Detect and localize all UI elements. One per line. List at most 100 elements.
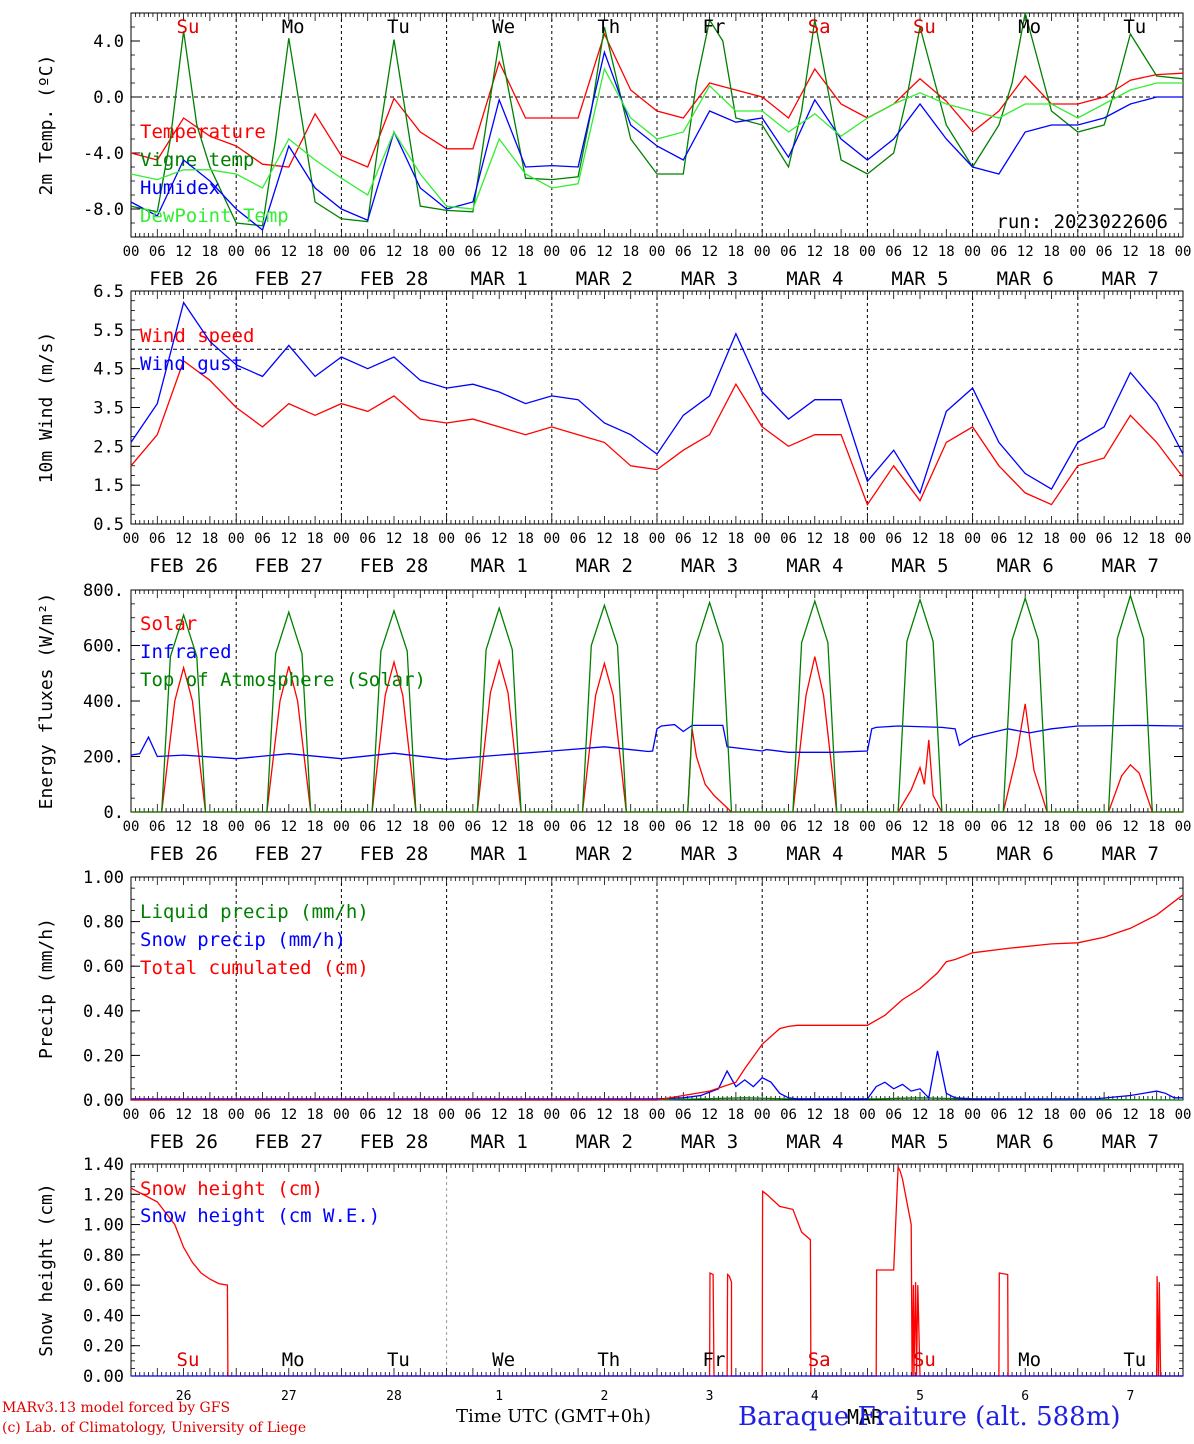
day-number-label: 3 [706, 1389, 714, 1404]
hour-tick-label: 18 [1148, 1107, 1165, 1123]
hour-tick-label: 18 [517, 1107, 534, 1123]
hour-tick-label: 12 [280, 244, 297, 260]
hour-tick-label: 06 [675, 244, 692, 260]
date-label: FEB 26 [149, 1131, 218, 1153]
hour-tick-label: 06 [1096, 244, 1113, 260]
hour-tick-label: 12 [175, 1107, 192, 1123]
date-label: MAR 3 [681, 1131, 738, 1153]
hour-tick-label: 06 [149, 531, 166, 547]
day-number-label: 4 [811, 1389, 819, 1404]
y-tick-label: 0.5 [93, 515, 124, 535]
day-number-label: 26 [176, 1389, 192, 1404]
legend-entry: Top of Atmosphere (Solar) [140, 669, 426, 691]
hour-tick-label: 00 [228, 819, 245, 835]
hour-tick-label: 12 [912, 1107, 929, 1123]
hour-tick-label: 00 [859, 244, 876, 260]
hour-tick-label: 12 [175, 531, 192, 547]
day-of-week-label: Tu [1123, 16, 1146, 38]
run-label: run: 2023022606 [996, 211, 1168, 233]
hour-tick-label: 12 [912, 244, 929, 260]
hour-tick-label: 06 [149, 1107, 166, 1123]
hour-tick-label: 06 [780, 531, 797, 547]
series-line-top-of-atmosphere-solar- [131, 593, 1183, 813]
hour-tick-label: 06 [990, 819, 1007, 835]
date-label: MAR 7 [1102, 268, 1159, 290]
hour-tick-label: 00 [1069, 1107, 1086, 1123]
day-number-label: 28 [386, 1389, 402, 1404]
day-of-week-label: Mo [1018, 1349, 1041, 1371]
hour-tick-label: 00 [964, 819, 981, 835]
y-tick-label: -4.0 [83, 144, 124, 164]
y-tick-label: 0.40 [83, 1002, 124, 1022]
day-of-week-label: Tu [387, 16, 410, 38]
hour-tick-label: 06 [675, 1107, 692, 1123]
series-line-wind-gust [130, 301, 1184, 495]
hour-tick-label: 12 [806, 819, 823, 835]
hour-tick-label: 18 [833, 244, 850, 260]
hour-tick-label: 12 [386, 1107, 403, 1123]
legend-entry: DewPoint Temp [140, 205, 289, 227]
hour-tick-label: 12 [596, 244, 613, 260]
hour-tick-label: 00 [438, 1107, 455, 1123]
hour-tick-label: 12 [175, 244, 192, 260]
hour-tick-label: 00 [438, 244, 455, 260]
day-of-week-label: Tu [387, 1349, 410, 1371]
date-label: MAR 6 [997, 1131, 1054, 1153]
hour-tick-label: 18 [1043, 1107, 1060, 1123]
hour-tick-label: 06 [254, 1107, 271, 1123]
date-label: FEB 28 [360, 843, 429, 865]
hour-tick-label: 00 [754, 244, 771, 260]
hour-tick-label: 00 [543, 531, 560, 547]
hour-tick-label: 18 [517, 819, 534, 835]
date-label: MAR 4 [786, 1131, 843, 1153]
y-tick-label: 2.5 [93, 437, 124, 457]
hour-tick-label: 18 [938, 531, 955, 547]
day-of-week-label: Sa [808, 1349, 831, 1371]
y-tick-label: 0.0 [93, 88, 124, 108]
series-line-humidex [130, 49, 1183, 232]
hour-tick-label: 12 [1122, 1107, 1139, 1123]
y-tick-label: 3.5 [93, 399, 124, 419]
day-number-label: 2 [600, 1389, 608, 1404]
y-tick-label: 400. [83, 692, 124, 712]
hour-tick-label: 18 [1148, 819, 1165, 835]
date-label: MAR 2 [576, 555, 633, 577]
hour-tick-label: 12 [491, 1107, 508, 1123]
hour-tick-label: 06 [464, 819, 481, 835]
y-tick-label: 1.5 [93, 476, 124, 496]
y-tick-label: 1.20 [83, 1185, 124, 1205]
hour-tick-label: 12 [596, 819, 613, 835]
hour-tick-label: 12 [1017, 531, 1034, 547]
legend-entry: Snow height (cm W.E.) [140, 1205, 380, 1227]
hour-tick-label: 18 [727, 244, 744, 260]
y-tick-label: 0.60 [83, 957, 124, 977]
hour-tick-label: 00 [333, 244, 350, 260]
hour-tick-label: 18 [938, 244, 955, 260]
hour-tick-label: 06 [464, 531, 481, 547]
hour-tick-label: 00 [754, 531, 771, 547]
date-label: FEB 26 [149, 843, 218, 865]
hour-tick-label: 12 [1017, 819, 1034, 835]
date-label: FEB 28 [360, 1131, 429, 1153]
hour-tick-label: 18 [412, 819, 429, 835]
hour-tick-label: 06 [1096, 819, 1113, 835]
hour-tick-label: 00 [1069, 819, 1086, 835]
hour-tick-label: 06 [254, 244, 271, 260]
date-label: MAR 1 [471, 1131, 528, 1153]
legend-entry: Total cumulated (cm) [140, 957, 369, 979]
hour-tick-label: 06 [149, 819, 166, 835]
y-tick-label: 1.00 [83, 868, 124, 888]
hour-tick-label: 00 [1175, 244, 1192, 260]
hour-tick-label: 18 [622, 531, 639, 547]
hour-tick-label: 00 [859, 531, 876, 547]
y-axis-title: 10m Wind (m/s) [36, 332, 57, 484]
hour-tick-label: 06 [885, 819, 902, 835]
hour-tick-label: 18 [307, 819, 324, 835]
hour-tick-label: 12 [1122, 819, 1139, 835]
date-label: MAR 3 [681, 843, 738, 865]
day-of-week-label: Mo [282, 16, 305, 38]
hour-tick-label: 00 [1175, 531, 1192, 547]
hour-tick-label: 12 [596, 531, 613, 547]
hour-tick-label: 06 [359, 1107, 376, 1123]
day-of-week-label: Sa [808, 16, 831, 38]
